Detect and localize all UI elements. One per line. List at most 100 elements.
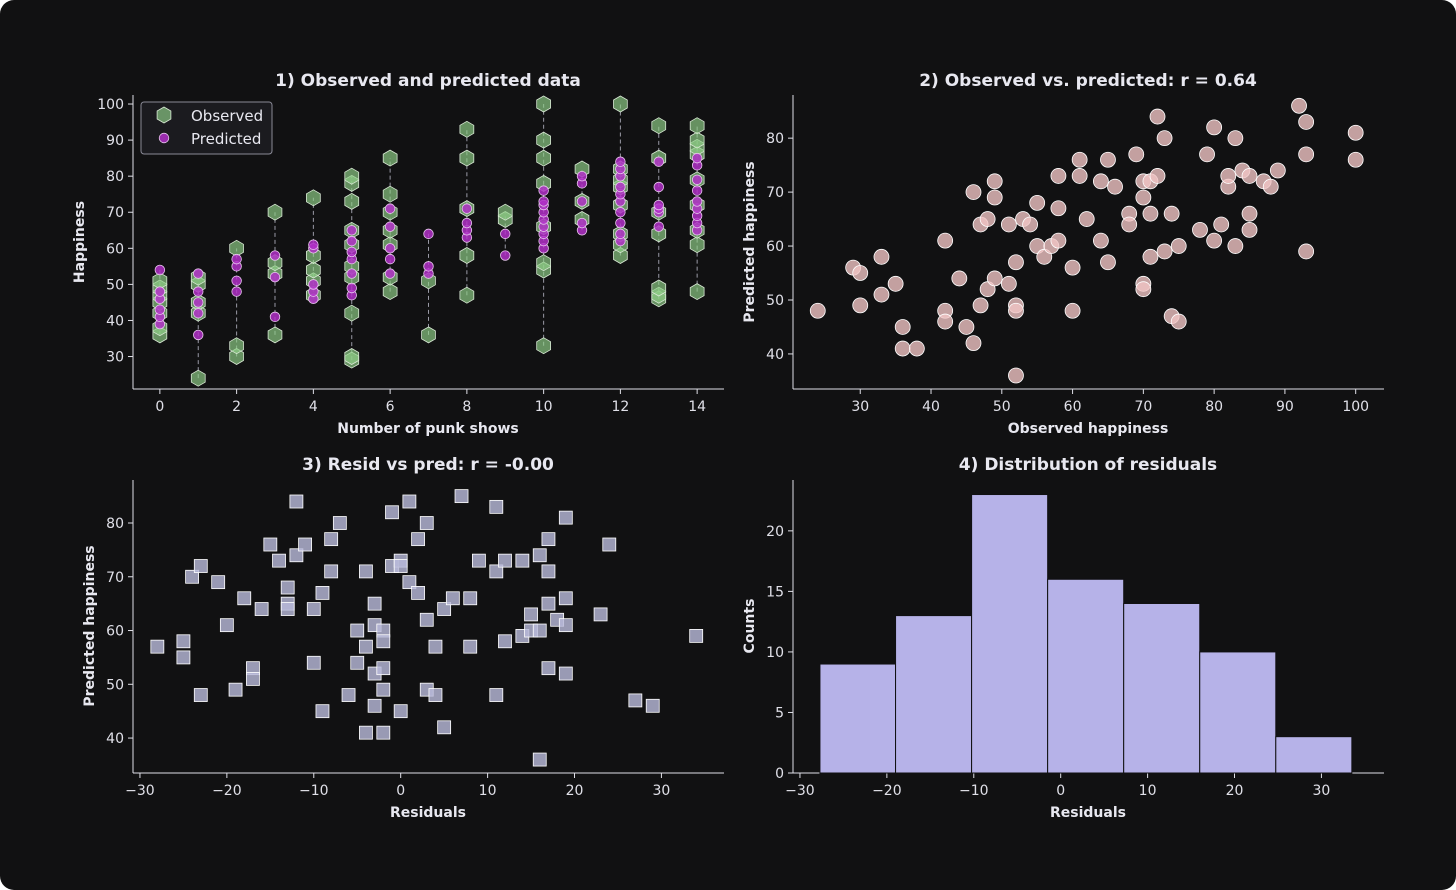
predicted-point xyxy=(154,286,166,297)
scatter-point xyxy=(1000,216,1017,233)
scatter-point xyxy=(1142,205,1159,222)
scatter-point xyxy=(228,682,243,697)
scatter-point xyxy=(1008,367,1024,384)
scatter-point xyxy=(852,297,869,314)
y-axis-label: Predicted happiness xyxy=(82,545,98,706)
scatter-point xyxy=(937,232,954,249)
scatter-point xyxy=(437,602,452,616)
scatter-point xyxy=(1064,259,1081,276)
y-axis-label: Happiness xyxy=(72,201,88,283)
x-tick-label: 30 xyxy=(851,399,869,415)
scatter-point xyxy=(1128,146,1145,163)
observed-point xyxy=(229,337,244,355)
predicted-point xyxy=(653,199,664,211)
scatter-point xyxy=(1107,178,1123,195)
scatter-point xyxy=(1149,108,1166,125)
scatter-point xyxy=(532,623,547,638)
x-tick-label: 70 xyxy=(1134,399,1152,415)
predicted-point xyxy=(384,243,396,254)
scatter-point xyxy=(463,639,478,654)
legend: Observed Predicted xyxy=(140,101,273,155)
panel-title: 1) Observed and predicted data xyxy=(275,71,581,91)
observed-point xyxy=(536,149,551,167)
scatter-point xyxy=(419,516,434,530)
scatter-point xyxy=(428,639,443,654)
scatter-point xyxy=(419,612,434,627)
scatter-point xyxy=(1078,211,1095,227)
scatter-point xyxy=(411,585,425,600)
x-tick-label: 2 xyxy=(232,399,241,415)
predicted-point xyxy=(193,286,204,297)
observed-point xyxy=(459,286,475,304)
scatter-point xyxy=(280,580,295,595)
y-tick-label: 100 xyxy=(97,97,124,113)
predicted-point xyxy=(691,185,703,196)
scatter-point xyxy=(350,655,365,670)
scatter-point xyxy=(1347,124,1364,141)
scatter-point xyxy=(1156,130,1173,147)
scatter-point xyxy=(289,494,304,509)
scatter-point xyxy=(1050,200,1067,217)
x-tick-label: 6 xyxy=(386,399,395,415)
scatter-point xyxy=(986,173,1003,190)
observed-point xyxy=(229,348,244,365)
predicted-point xyxy=(346,282,357,294)
observed-point xyxy=(689,117,705,135)
predicted-point xyxy=(231,275,242,286)
x-tick-label: 4 xyxy=(309,399,318,415)
y-tick-label: 80 xyxy=(766,131,784,147)
observed-point xyxy=(267,203,283,221)
x-tick-label: −30 xyxy=(785,783,815,799)
scatter-point xyxy=(1170,238,1187,254)
histogram-bar xyxy=(1047,578,1125,774)
scatter-point xyxy=(289,548,304,563)
legend-predicted-label: Predicted xyxy=(191,130,261,148)
scatter-point xyxy=(393,704,408,719)
predicted-point xyxy=(193,308,204,319)
scatter-point xyxy=(219,618,234,633)
scatter-point xyxy=(1000,275,1017,292)
scatter-point xyxy=(1163,205,1180,222)
observed-point xyxy=(152,272,168,290)
observed-point xyxy=(421,326,436,344)
scatter-point xyxy=(532,752,547,767)
scatter-point xyxy=(454,489,469,504)
x-tick-label: −10 xyxy=(299,783,329,799)
observed-point xyxy=(613,95,628,113)
legend-observed-marker xyxy=(156,106,172,124)
scatter-point xyxy=(393,559,408,573)
observed-point xyxy=(344,348,360,365)
y-tick-label: 40 xyxy=(106,313,124,329)
panel-title: 4) Distribution of residuals xyxy=(959,455,1217,475)
scatter-point xyxy=(1092,173,1109,190)
scatter-point xyxy=(324,532,339,547)
scatter-point xyxy=(1206,119,1223,136)
scatter-point xyxy=(593,607,608,622)
x-tick-label: −20 xyxy=(872,783,902,799)
scatter-point xyxy=(887,275,904,292)
predicted-point xyxy=(231,286,242,297)
y-tick-label: 50 xyxy=(106,677,124,693)
predicted-point xyxy=(423,261,434,272)
scatter-point xyxy=(602,537,617,552)
scatter-point xyxy=(986,189,1003,206)
predicted-point xyxy=(615,207,626,218)
scatter-point xyxy=(1291,97,1307,114)
predicted-point xyxy=(154,304,166,315)
scatter-point xyxy=(1241,221,1258,238)
scatter-point xyxy=(986,270,1003,287)
x-tick-label: 0 xyxy=(155,399,164,415)
scatter-point xyxy=(176,634,191,649)
scatter-point xyxy=(894,319,911,335)
predicted-point xyxy=(384,268,396,279)
scatter-point xyxy=(532,548,547,563)
scatter-point xyxy=(1050,168,1067,184)
observed-point xyxy=(497,203,513,221)
observed-point xyxy=(536,254,551,272)
scatter-point xyxy=(1227,238,1244,254)
scatter-point xyxy=(1170,313,1187,330)
scatter-point xyxy=(489,688,504,702)
predicted-point xyxy=(576,196,588,207)
